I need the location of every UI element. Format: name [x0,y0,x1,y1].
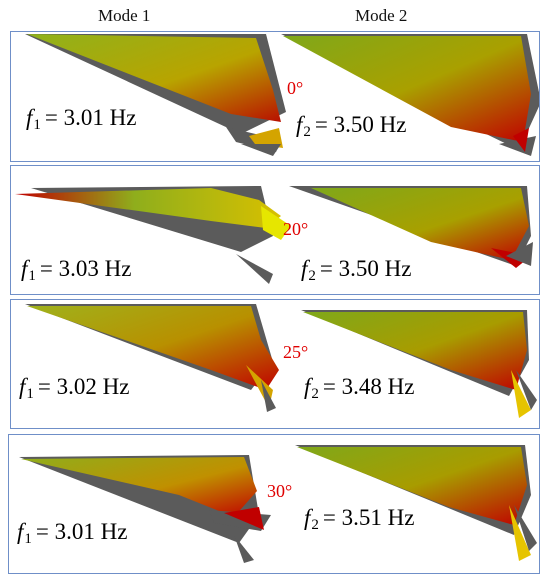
frequency-mode1: f1 = 3.03 Hz [21,256,132,284]
panel-row-20deg: 20° f1 = 3.03 Hz f2 = 3.50 Hz [10,165,540,295]
deformed-wing-mode2 [311,188,529,260]
frequency-mode2: f2 = 3.50 Hz [301,256,412,284]
sweep-angle-label: 20° [283,219,309,239]
deformed-wing-mode2 [297,447,527,525]
deformed-wing-mode1 [27,34,281,122]
column-header-mode-1: Mode 1 [98,6,151,25]
frequency-mode1: f1 = 3.02 Hz [19,374,130,402]
deformed-wing-mode1 [15,188,281,228]
mode-shapes-25deg [25,304,537,418]
deformed-wing-mode2 [283,36,531,142]
frequency-mode2: f2 = 3.48 Hz [304,374,415,402]
panel-row-0deg: 0° f1 = 3.01 Hz f2 = 3.50 Hz [10,31,540,162]
deformed-wing-mode2 [303,312,527,390]
mode-shapes-20deg [15,186,533,284]
panel-row-25deg: 25° f1 = 3.02 Hz f2 = 3.48 Hz [10,299,540,429]
frequency-mode2: f2 = 3.51 Hz [304,505,415,533]
sweep-angle-label: 30° [267,481,293,501]
deformed-wing-mode1 [21,457,257,517]
sweep-angle-label: 0° [287,78,304,98]
frequency-mode2: f2 = 3.50 Hz [296,112,407,140]
mode-shapes-30deg [19,445,537,563]
frequency-mode1: f1 = 3.01 Hz [26,105,137,133]
panel-row-30deg: 30° f1 = 3.01 Hz f2 = 3.51 Hz [8,434,540,574]
mode-shapes-0deg [25,34,539,156]
frequency-mode1: f1 = 3.01 Hz [17,519,128,547]
sweep-angle-label: 25° [283,342,309,362]
column-header-mode-2: Mode 2 [355,6,408,25]
deformed-wing-mode1 [27,306,279,390]
